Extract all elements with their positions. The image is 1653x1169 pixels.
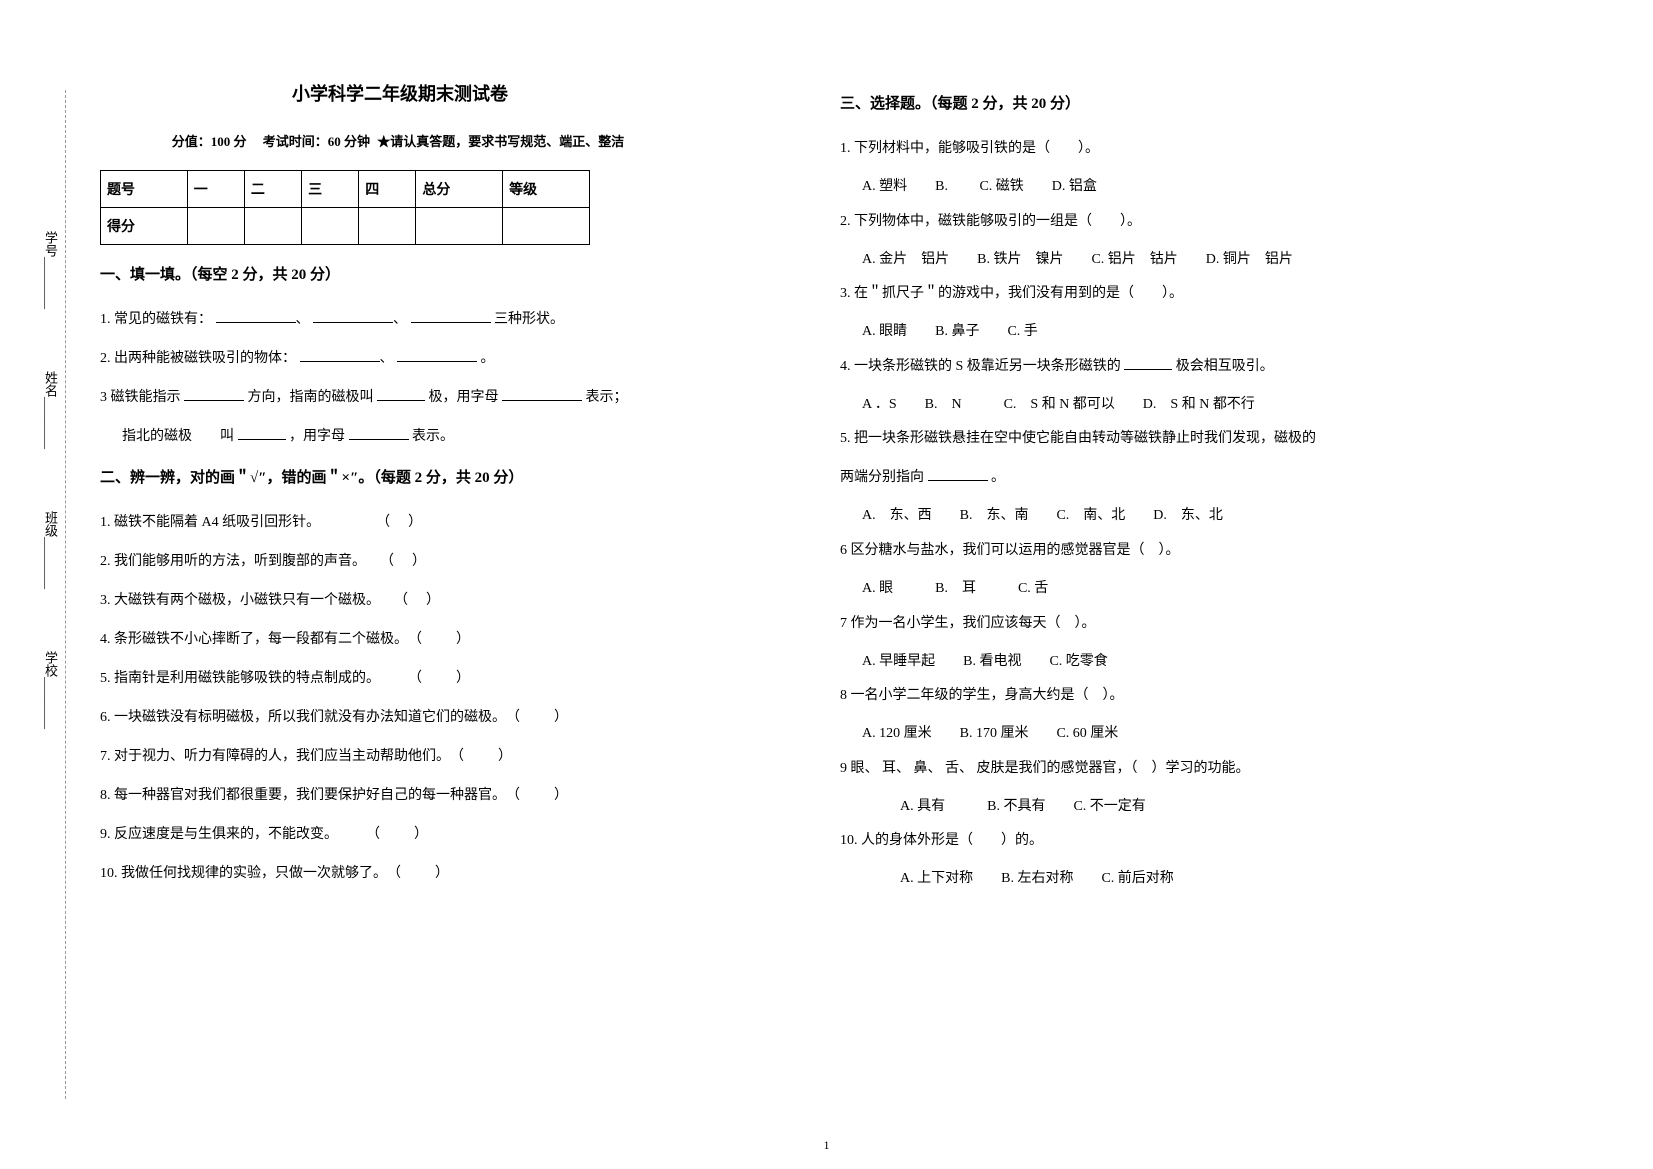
- score-cell: [244, 208, 301, 245]
- blank: [411, 309, 491, 323]
- s1-q3: 3 磁铁能指示 方向，指南的磁极叫 极，用字母 表示；: [100, 380, 700, 415]
- score-cell: [416, 208, 503, 245]
- exam-meta: 分值：100 分 考试时间：60 分钟 ★请认真答题，要求书写规范、端正、整洁: [100, 131, 700, 150]
- score-cell: [302, 208, 359, 245]
- s2-q5: 5. 指南针是利用磁铁能够吸铁的特点制成的。 （ ）: [100, 661, 700, 696]
- score-cell: [503, 208, 590, 245]
- s2-q7: 7. 对于视力、听力有障碍的人，我们应当主动帮助他们。 （ ）: [100, 739, 700, 774]
- binding-labels: 学校________ 班级________ 姓名________ 学号_____…: [30, 200, 60, 760]
- blank: [238, 426, 286, 440]
- blank: [216, 309, 296, 323]
- section1-header: 一、填一填。（每空 2 分，共 20 分）: [100, 263, 700, 284]
- binding-name: 姓名________: [30, 371, 60, 449]
- s2-q1: 1. 磁铁不能隔着 A4 纸吸引回形针。 （ ）: [100, 505, 700, 540]
- score-h4: 四: [359, 171, 416, 208]
- blank: [1124, 356, 1172, 370]
- right-column: 三、选择题。（每题 2 分，共 20 分） 1. 下列材料中，能够吸引铁的是（ …: [840, 80, 1440, 896]
- binding-class: 班级________: [30, 511, 60, 589]
- s3-q8-opts: A. 120 厘米 B. 170 厘米 C. 60 厘米: [840, 717, 1440, 751]
- section2-header: 二、辨一辨，对的画＂√″，错的画＂×″。（每题 2 分，共 20 分）: [100, 466, 700, 487]
- s3-q4: 4. 一块条形磁铁的 S 极靠近另一块条形磁铁的 极会相互吸引。: [840, 349, 1440, 384]
- s3-q6: 6 区分糖水与盐水，我们可以运用的感觉器官是（ ）。: [840, 533, 1440, 568]
- s3-q10: 10. 人的身体外形是（ ）的。: [840, 823, 1440, 858]
- exam-title: 小学科学二年级期末测试卷: [100, 80, 700, 106]
- s1-q2: 2. 出两种能被磁铁吸引的物体： 、 。: [100, 341, 700, 376]
- s2-q9: 9. 反应速度是与生俱来的，不能改变。 （ ）: [100, 817, 700, 852]
- blank: [349, 426, 409, 440]
- s3-q5-opts: A. 东、西 B. 东、南 C. 南、北 D. 东、北: [840, 499, 1440, 533]
- s3-q3: 3. 在＂抓尺子＂的游戏中，我们没有用到的是（ ）。: [840, 276, 1440, 311]
- s3-q2: 2. 下列物体中，磁铁能够吸引的一组是（ ）。: [840, 204, 1440, 239]
- score-h2: 二: [244, 171, 301, 208]
- s3-q5b: 两端分别指向 。: [840, 460, 1440, 495]
- s3-q5a: 5. 把一块条形磁铁悬挂在空中使它能自由转动等磁铁静止时我们发现，磁极的: [840, 421, 1440, 456]
- s3-q6-opts: A. 眼 B. 耳 C. 舌: [840, 572, 1440, 606]
- s3-q2-opts: A. 金片 铝片 B. 铁片 镍片 C. 铝片 钴片 D. 铜片 铝片: [840, 243, 1440, 277]
- binding-cut-line: [65, 90, 66, 1099]
- s3-q8: 8 一名小学二年级的学生，身高大约是（ ）。: [840, 678, 1440, 713]
- blank: [377, 387, 425, 401]
- binding-id: 学号________: [30, 231, 60, 309]
- s3-q9: 9 眼、 耳、 鼻、 舌、 皮肤是我们的感觉器官，（ ）学习的功能。: [840, 751, 1440, 786]
- blank: [502, 387, 582, 401]
- s1-q3b: 指北的磁极 叫 ，用字母 表示。: [100, 419, 700, 454]
- s3-q10-opts: A. 上下对称 B. 左右对称 C. 前后对称: [840, 862, 1440, 896]
- blank: [928, 467, 988, 481]
- blank: [313, 309, 393, 323]
- score-h5: 总分: [416, 171, 503, 208]
- page-number: 1: [824, 1138, 830, 1153]
- score-row-label: 得分: [101, 208, 188, 245]
- meta-time: 考试时间：60 分钟: [263, 134, 370, 149]
- s3-q7-opts: A. 早睡早起 B. 看电视 C. 吃零食: [840, 645, 1440, 679]
- s2-q2: 2. 我们能够用听的方法，听到腹部的声音。 （ ）: [100, 544, 700, 579]
- blank: [300, 348, 380, 362]
- s1-q1: 1. 常见的磁铁有： 、 、 三种形状。: [100, 302, 700, 337]
- s2-q3: 3. 大磁铁有两个磁极，小磁铁只有一个磁极。 （ ）: [100, 583, 700, 618]
- blank: [184, 387, 244, 401]
- blank: [397, 348, 477, 362]
- meta-note: ★请认真答题，要求书写规范、端正、整洁: [377, 134, 624, 149]
- binding-school: 学校________: [30, 651, 60, 729]
- score-h0: 题号: [101, 171, 188, 208]
- s3-q7: 7 作为一名小学生，我们应该每天（ ）。: [840, 606, 1440, 641]
- s2-q8: 8. 每一种器官对我们都很重要，我们要保护好自己的每一种器官。 （ ）: [100, 778, 700, 813]
- score-cell: [359, 208, 416, 245]
- s2-q10: 10. 我做任何找规律的实验，只做一次就够了。 （ ）: [100, 856, 700, 891]
- section3-header: 三、选择题。（每题 2 分，共 20 分）: [840, 92, 1440, 113]
- score-table: 题号 一 二 三 四 总分 等级 得分: [100, 170, 590, 245]
- score-h6: 等级: [503, 171, 590, 208]
- left-column: 小学科学二年级期末测试卷 分值：100 分 考试时间：60 分钟 ★请认真答题，…: [100, 80, 700, 896]
- s3-q1-opts: A. 塑料 B. C. 磁铁 D. 铝盒: [840, 170, 1440, 204]
- s3-q3-opts: A. 眼睛 B. 鼻子 C. 手: [840, 315, 1440, 349]
- score-h3: 三: [302, 171, 359, 208]
- meta-score: 分值：100 分: [172, 134, 247, 149]
- s3-q1: 1. 下列材料中，能够吸引铁的是（ ）。: [840, 131, 1440, 166]
- score-h1: 一: [187, 171, 244, 208]
- s2-q6: 6. 一块磁铁没有标明磁极，所以我们就没有办法知道它们的磁极。 （ ）: [100, 700, 700, 735]
- score-cell: [187, 208, 244, 245]
- s2-q4: 4. 条形磁铁不小心摔断了，每一段都有二个磁极。 （ ）: [100, 622, 700, 657]
- s3-q9-opts: A. 具有 B. 不具有 C. 不一定有: [840, 790, 1440, 824]
- s3-q4-opts: A ．S B. N C. S 和 N 都可以 D. S 和 N 都不行: [840, 388, 1440, 422]
